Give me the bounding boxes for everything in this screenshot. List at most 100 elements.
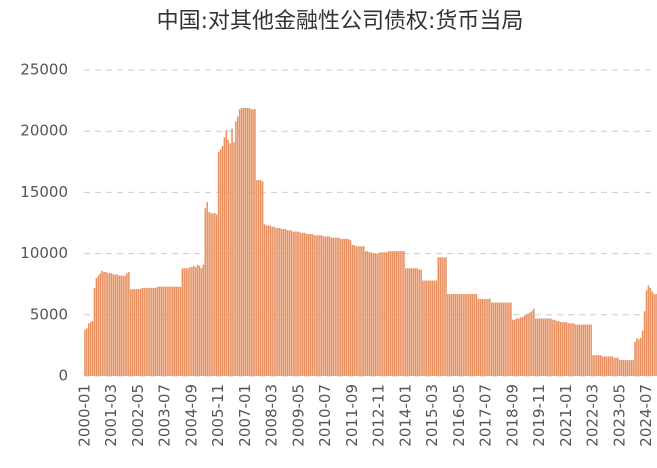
bar bbox=[317, 235, 319, 376]
x-tick-label: 2015-03 bbox=[423, 384, 441, 447]
bar bbox=[531, 311, 533, 376]
bar bbox=[204, 208, 207, 376]
bar bbox=[563, 322, 566, 376]
bar bbox=[158, 286, 161, 376]
bar bbox=[529, 312, 531, 376]
bar bbox=[496, 302, 499, 376]
bar bbox=[343, 238, 346, 376]
bar bbox=[603, 356, 606, 376]
y-tick-label: 15000 bbox=[20, 183, 68, 201]
bar bbox=[284, 229, 287, 376]
bar bbox=[177, 286, 180, 376]
bar bbox=[227, 139, 229, 376]
bar bbox=[233, 142, 235, 376]
x-tick-label: 2017-07 bbox=[477, 384, 495, 447]
bar bbox=[588, 324, 590, 376]
bar bbox=[573, 323, 575, 376]
bar bbox=[426, 280, 428, 376]
bar bbox=[286, 230, 289, 376]
bar bbox=[618, 360, 621, 376]
bar bbox=[470, 293, 472, 376]
bar bbox=[152, 287, 155, 376]
bar bbox=[441, 257, 443, 376]
bar bbox=[506, 302, 508, 376]
bar bbox=[498, 302, 501, 376]
bar bbox=[468, 293, 470, 376]
bar bbox=[536, 318, 539, 376]
bar bbox=[374, 253, 377, 376]
bar bbox=[555, 320, 558, 376]
bar bbox=[431, 280, 434, 376]
bar bbox=[582, 324, 585, 376]
x-tick-label: 2018-09 bbox=[503, 384, 521, 447]
bar bbox=[525, 314, 527, 376]
bar bbox=[160, 286, 163, 376]
bar bbox=[154, 287, 157, 376]
bar bbox=[387, 251, 390, 376]
bar bbox=[406, 268, 409, 376]
bar bbox=[332, 237, 335, 376]
bar bbox=[162, 286, 165, 376]
bar bbox=[483, 298, 485, 376]
bar bbox=[200, 268, 203, 376]
bar bbox=[502, 302, 505, 376]
bar bbox=[630, 360, 632, 376]
bar bbox=[435, 280, 438, 376]
bar bbox=[632, 360, 634, 376]
bar bbox=[179, 286, 182, 376]
bar bbox=[363, 246, 365, 376]
bar bbox=[279, 227, 281, 376]
bar bbox=[128, 271, 130, 376]
y-tick-label: 5000 bbox=[30, 305, 68, 323]
bar bbox=[301, 232, 304, 376]
bar bbox=[622, 360, 625, 376]
bar bbox=[575, 324, 577, 376]
bar bbox=[97, 275, 100, 376]
bar bbox=[649, 287, 652, 376]
bar bbox=[238, 109, 241, 376]
bar bbox=[391, 251, 394, 376]
x-tick-label: 2001-03 bbox=[102, 384, 120, 447]
bar bbox=[185, 268, 187, 376]
bar bbox=[133, 289, 136, 376]
bar bbox=[401, 251, 403, 376]
bar bbox=[300, 232, 302, 376]
bar bbox=[101, 270, 103, 376]
bar bbox=[571, 323, 573, 376]
bar bbox=[601, 356, 604, 376]
bar bbox=[84, 329, 86, 376]
bar bbox=[208, 211, 210, 376]
bar bbox=[489, 298, 491, 376]
bar bbox=[107, 273, 109, 376]
bar bbox=[534, 318, 537, 376]
bar bbox=[515, 318, 518, 376]
bar bbox=[114, 274, 117, 376]
bar bbox=[223, 137, 226, 376]
bar bbox=[236, 116, 239, 377]
bar bbox=[288, 230, 291, 376]
bar bbox=[319, 235, 321, 376]
bar bbox=[540, 318, 543, 376]
bar bbox=[359, 246, 361, 376]
bar bbox=[647, 285, 650, 376]
bar bbox=[462, 293, 464, 376]
bar bbox=[594, 355, 596, 376]
bar bbox=[578, 324, 581, 376]
bar bbox=[429, 280, 432, 376]
bar bbox=[378, 252, 380, 376]
bar bbox=[533, 308, 535, 376]
bar bbox=[361, 246, 363, 376]
bar bbox=[565, 322, 568, 376]
bar bbox=[527, 313, 529, 376]
bar bbox=[473, 293, 476, 376]
bar bbox=[418, 269, 420, 376]
bar bbox=[504, 302, 506, 376]
x-tick-label: 2016-05 bbox=[450, 384, 468, 447]
bar bbox=[172, 286, 174, 376]
bar bbox=[389, 251, 392, 376]
bar bbox=[229, 143, 231, 376]
bar bbox=[210, 213, 212, 376]
bar bbox=[88, 323, 90, 376]
bar bbox=[93, 287, 96, 376]
